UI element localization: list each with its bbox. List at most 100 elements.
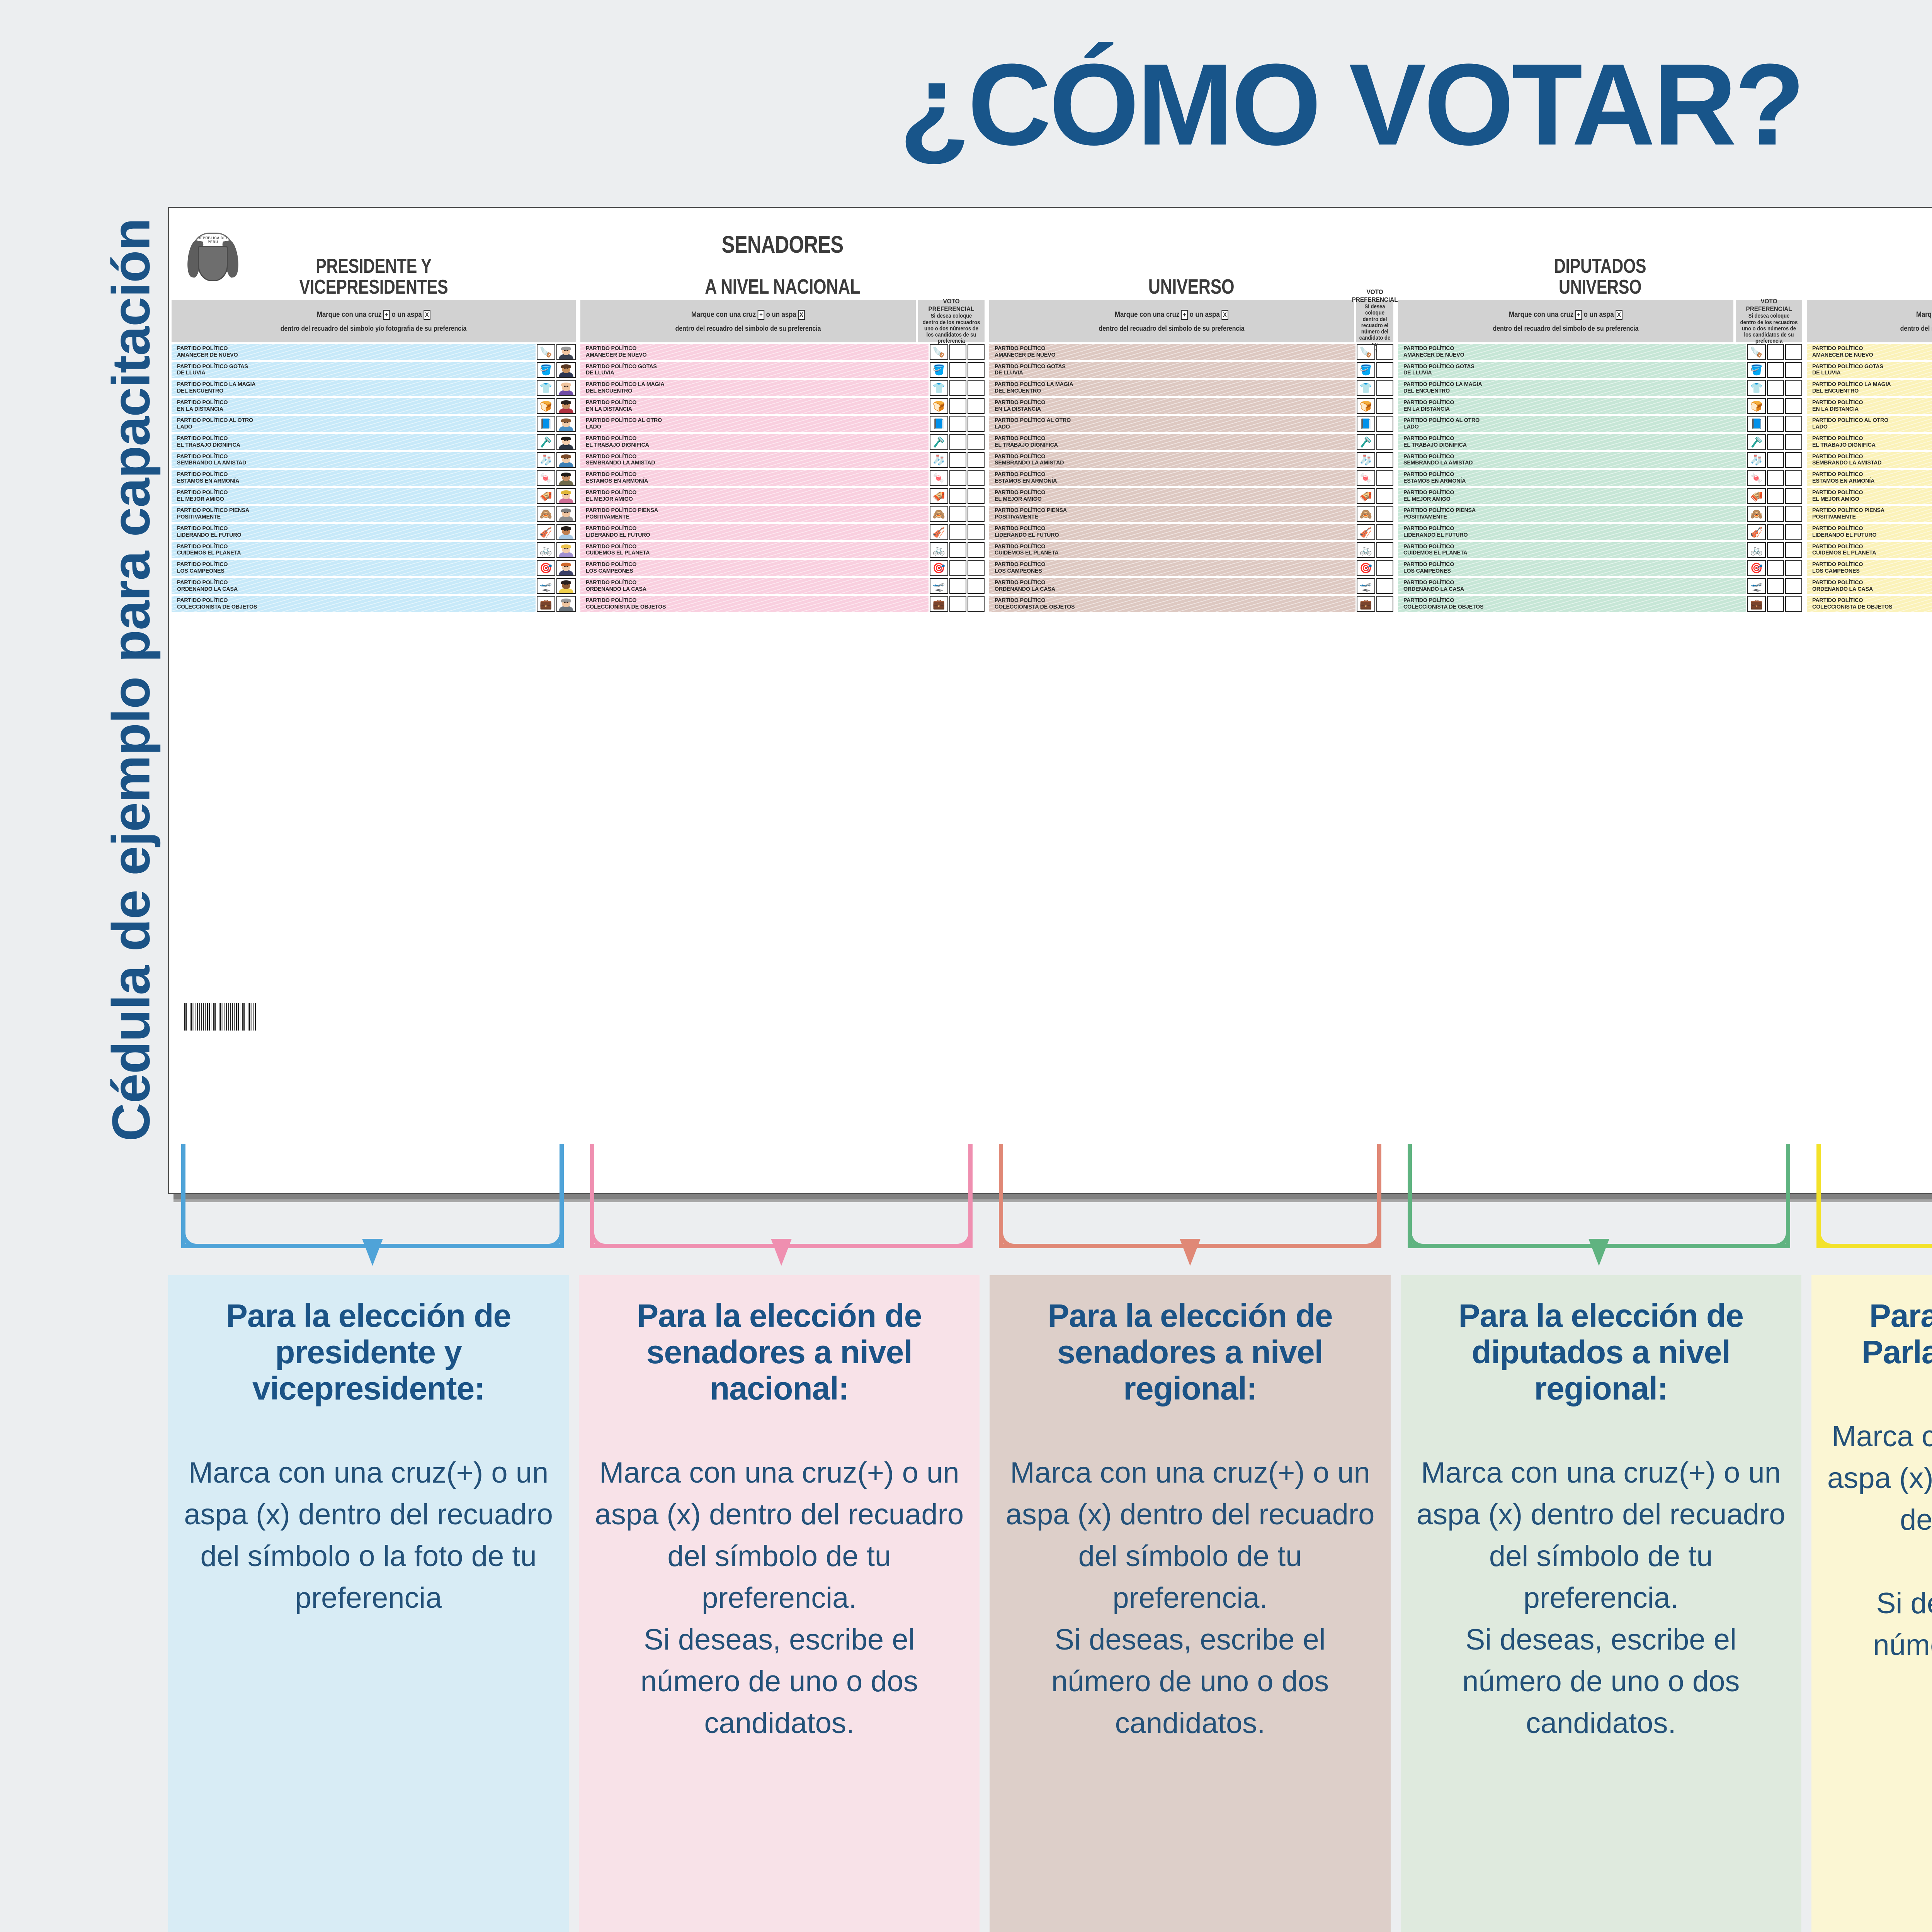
table-row[interactable]: PARTIDO POLÍTICO COLECCIONISTA DE OBJETOS… bbox=[989, 596, 1393, 612]
symbol-box-accordion-icon[interactable]: 🪗 bbox=[930, 488, 948, 504]
preferential-vote-box[interactable] bbox=[1785, 596, 1802, 612]
symbol-box-monkey-icon[interactable]: 🙈 bbox=[1747, 506, 1766, 522]
preferential-vote-box[interactable] bbox=[968, 362, 985, 378]
preferential-vote-box[interactable] bbox=[1767, 524, 1784, 540]
party-name-cell[interactable]: PARTIDO POLÍTICO ORDENANDO LA CASA bbox=[989, 578, 1355, 594]
party-name-cell[interactable]: PARTIDO POLÍTICO ORDENANDO LA CASA bbox=[1807, 578, 1932, 594]
symbol-box-razor-icon[interactable]: 🪒 bbox=[537, 434, 555, 450]
party-name-cell[interactable]: PARTIDO POLÍTICO CUIDEMOS EL PLANETA bbox=[1807, 542, 1932, 558]
symbol-box-bread-icon[interactable]: 🍞 bbox=[1747, 398, 1766, 414]
party-name-cell[interactable]: PARTIDO POLÍTICO AL OTRO LADO bbox=[580, 416, 929, 432]
party-name-cell[interactable]: PARTIDO POLÍTICO LOS CAMPEONES bbox=[1398, 560, 1746, 576]
preferential-vote-box[interactable] bbox=[1767, 380, 1784, 396]
symbol-box-bicycle-icon[interactable]: 🚲 bbox=[537, 542, 555, 558]
preferential-vote-box[interactable] bbox=[968, 470, 985, 486]
candidate-photo-box[interactable] bbox=[556, 578, 576, 594]
preferential-vote-box[interactable] bbox=[1767, 434, 1784, 450]
symbol-box-razor-icon[interactable]: 🪒 bbox=[930, 434, 948, 450]
preferential-vote-box[interactable] bbox=[968, 542, 985, 558]
party-name-cell[interactable]: PARTIDO POLÍTICO LA MAGIA DEL ENCUENTRO bbox=[1398, 380, 1746, 396]
preferential-vote-box[interactable] bbox=[968, 488, 985, 504]
symbol-box-book-icon[interactable]: 📘 bbox=[1747, 416, 1766, 432]
symbol-box-briefcase-icon[interactable]: 💼 bbox=[1747, 596, 1766, 612]
symbol-box-violin-icon[interactable]: 🎻 bbox=[930, 524, 948, 540]
preferential-vote-box[interactable] bbox=[1785, 578, 1802, 594]
party-name-cell[interactable]: PARTIDO POLÍTICO EL MEJOR AMIGO bbox=[1398, 488, 1746, 504]
preferential-vote-box[interactable] bbox=[1376, 434, 1393, 450]
candidate-photo-box[interactable] bbox=[556, 560, 576, 576]
party-name-cell[interactable]: PARTIDO POLÍTICO CUIDEMOS EL PLANETA bbox=[1398, 542, 1746, 558]
party-name-cell[interactable]: PARTIDO POLÍTICO ESTAMOS EN ARMONÍA bbox=[580, 470, 929, 486]
party-name-cell[interactable]: PARTIDO POLÍTICO AMANECER DE NUEVO bbox=[1398, 344, 1746, 360]
symbol-box-tshirt-icon[interactable]: 👕 bbox=[930, 380, 948, 396]
party-name-cell[interactable]: PARTIDO POLÍTICO ESTAMOS EN ARMONÍA bbox=[989, 470, 1355, 486]
symbol-box-bicycle-icon[interactable]: 🚲 bbox=[1357, 542, 1375, 558]
party-name-cell[interactable]: PARTIDO POLÍTICO SEMBRANDO LA AMISTAD bbox=[1398, 452, 1746, 468]
preferential-vote-box[interactable] bbox=[968, 560, 985, 576]
party-name-cell[interactable]: PARTIDO POLÍTICO LIDERANDO EL FUTURO bbox=[1398, 524, 1746, 540]
symbol-box-tshirt-icon[interactable]: 👕 bbox=[537, 380, 555, 396]
candidate-photo-box[interactable] bbox=[556, 416, 576, 432]
symbol-box-saw-icon[interactable]: 🪚 bbox=[537, 344, 555, 360]
symbol-box-violin-icon[interactable]: 🎻 bbox=[537, 524, 555, 540]
table-row[interactable]: PARTIDO POLÍTICO COLECCIONISTA DE OBJETOS… bbox=[1807, 596, 1932, 612]
preferential-vote-box[interactable] bbox=[968, 506, 985, 522]
table-row[interactable]: PARTIDO POLÍTICO COLECCIONISTA DE OBJETOS… bbox=[580, 596, 985, 612]
candidate-photo-box[interactable] bbox=[556, 452, 576, 468]
table-row[interactable]: PARTIDO POLÍTICO COLECCIONISTA DE OBJETOS… bbox=[1398, 596, 1802, 612]
preferential-vote-box[interactable] bbox=[1376, 488, 1393, 504]
party-name-cell[interactable]: PARTIDO POLÍTICO PIENSA POSITIVAMENTE bbox=[1398, 506, 1746, 522]
party-name-cell[interactable]: PARTIDO POLÍTICO EN LA DISTANCIA bbox=[989, 398, 1355, 414]
symbol-box-violin-icon[interactable]: 🎻 bbox=[1747, 524, 1766, 540]
preferential-vote-box[interactable] bbox=[1767, 560, 1784, 576]
preferential-vote-box[interactable] bbox=[1767, 578, 1784, 594]
party-name-cell[interactable]: PARTIDO POLÍTICO EL MEJOR AMIGO bbox=[1807, 488, 1932, 504]
candidate-photo-box[interactable] bbox=[556, 398, 576, 414]
party-name-cell[interactable]: PARTIDO POLÍTICO PIENSA POSITIVAMENTE bbox=[1807, 506, 1932, 522]
preferential-vote-box[interactable] bbox=[1767, 452, 1784, 468]
party-name-cell[interactable]: PARTIDO POLÍTICO ORDENANDO LA CASA bbox=[580, 578, 929, 594]
symbol-box-socks-icon[interactable]: 🧦 bbox=[1747, 452, 1766, 468]
symbol-box-tshirt-icon[interactable]: 👕 bbox=[1357, 380, 1375, 396]
preferential-vote-box[interactable] bbox=[1785, 470, 1802, 486]
symbol-box-monkey-icon[interactable]: 🙈 bbox=[1357, 506, 1375, 522]
party-name-cell[interactable]: PARTIDO POLÍTICO CUIDEMOS EL PLANETA bbox=[580, 542, 929, 558]
symbol-box-monkey-icon[interactable]: 🙈 bbox=[537, 506, 555, 522]
party-name-cell[interactable]: PARTIDO POLÍTICO GOTAS DE LLUVIA bbox=[580, 362, 929, 378]
party-name-cell[interactable]: PARTIDO POLÍTICO EL MEJOR AMIGO bbox=[172, 488, 536, 504]
party-name-cell[interactable]: PARTIDO POLÍTICO COLECCIONISTA DE OBJETOS bbox=[989, 596, 1355, 612]
preferential-vote-box[interactable] bbox=[1767, 416, 1784, 432]
candidate-photo-box[interactable] bbox=[556, 434, 576, 450]
preferential-vote-box[interactable] bbox=[1767, 488, 1784, 504]
party-name-cell[interactable]: PARTIDO POLÍTICO COLECCIONISTA DE OBJETOS bbox=[1807, 596, 1932, 612]
symbol-box-razor-icon[interactable]: 🪒 bbox=[1357, 434, 1375, 450]
preferential-vote-box[interactable] bbox=[968, 416, 985, 432]
symbol-box-bread-icon[interactable]: 🍞 bbox=[930, 398, 948, 414]
symbol-box-airplane-icon[interactable]: 🛫 bbox=[1747, 578, 1766, 594]
symbol-box-dart-icon[interactable]: 🎯 bbox=[1357, 560, 1375, 576]
party-name-cell[interactable]: PARTIDO POLÍTICO CUIDEMOS EL PLANETA bbox=[172, 542, 536, 558]
